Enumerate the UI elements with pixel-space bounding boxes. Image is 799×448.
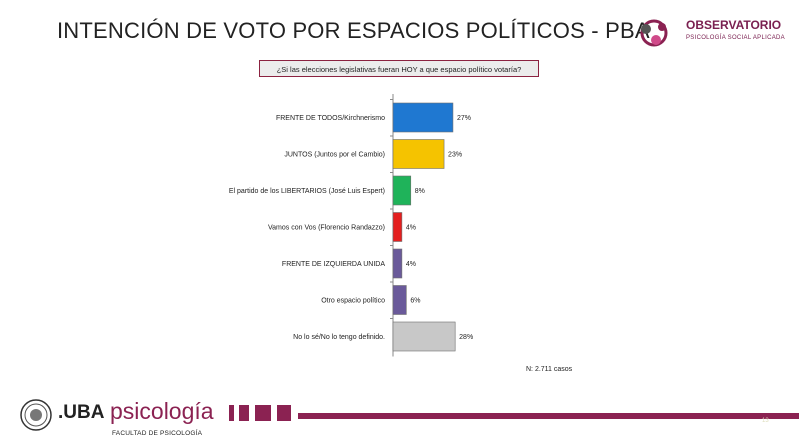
category-label: Vamos con Vos (Florencio Randazzo) xyxy=(268,225,385,232)
value-label: 23% xyxy=(448,152,462,159)
uba-seal-icon xyxy=(20,399,52,431)
value-label: 6% xyxy=(410,298,420,305)
category-label: No lo sé/No lo tengo definido. xyxy=(293,334,385,341)
footer-block xyxy=(255,405,271,421)
value-label: 8% xyxy=(415,188,425,195)
sample-size-note: N: 2.711 casos xyxy=(526,366,573,373)
footer-block xyxy=(277,405,291,421)
value-label: 28% xyxy=(459,334,473,341)
footer-block xyxy=(239,405,249,421)
category-label: Otro espacio político xyxy=(321,298,385,305)
category-label: El partido de los LIBERTARIOS (José Luis… xyxy=(229,188,385,195)
survey-question: ¿Si las elecciones legislativas fueran H… xyxy=(259,60,539,77)
value-label: 4% xyxy=(406,225,416,232)
page-number: 13 xyxy=(762,418,769,424)
value-label: 4% xyxy=(406,261,416,268)
page-title: INTENCIÓN DE VOTO POR ESPACIOS POLÍTICOS… xyxy=(57,18,650,43)
psicologia-wordmark: psicología xyxy=(110,398,214,424)
value-label: 27% xyxy=(457,115,471,122)
category-label: FRENTE DE IZQUIERDA UNIDA xyxy=(282,261,385,268)
bar xyxy=(392,175,412,206)
uba-wordmark: .UBA xyxy=(58,402,105,423)
logo-subtitle: PSICOLOGÍA SOCIAL APLICADA xyxy=(686,35,785,41)
category-label: FRENTE DE TODOS/Kirchnerismo xyxy=(276,115,385,122)
bar-chart: FRENTE DE TODOS/Kirchnerismo 27% JUNTOS (J… xyxy=(229,94,473,357)
facultad-label: FACULTAD DE PSICOLOGÍA xyxy=(112,430,203,437)
bar xyxy=(392,248,403,279)
observatorio-logo-icon xyxy=(640,19,668,47)
bar xyxy=(392,212,403,242)
bar xyxy=(392,102,454,133)
category-label: JUNTOS (Juntos por el Cambio) xyxy=(284,152,385,159)
observatorio-logo: OBSERVATORIO PSICOLOGÍA SOCIAL APLICADA xyxy=(640,16,790,50)
bar xyxy=(392,139,445,169)
footer-block xyxy=(229,405,234,421)
bar xyxy=(392,285,407,315)
logo-name: OBSERVATORIO xyxy=(686,18,782,32)
footer-bar xyxy=(298,413,799,419)
bar xyxy=(392,321,456,352)
